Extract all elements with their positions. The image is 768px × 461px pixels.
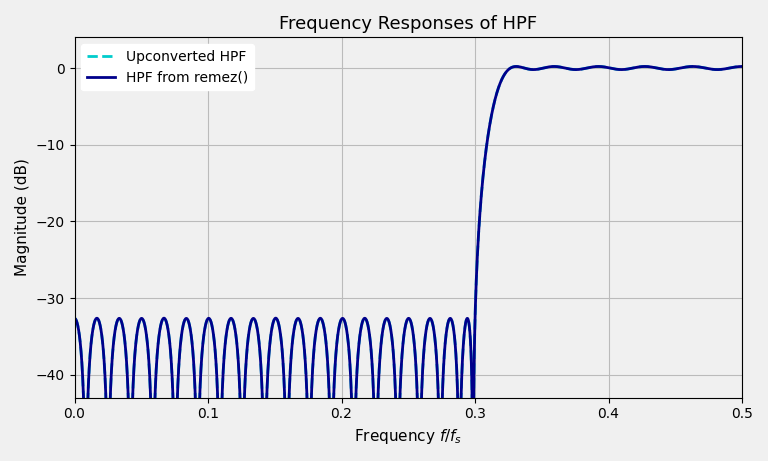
HPF from remez()	[425, 316, 434, 321]
Upconverted HPF	[343, 328, 352, 334]
Legend: Upconverted HPF, HPF from remez(): Upconverted HPF, HPF from remez()	[81, 44, 253, 90]
Upconverted HPF	[552, 64, 561, 69]
Upconverted HPF	[70, 316, 79, 321]
Upconverted HPF	[737, 64, 746, 69]
Upconverted HPF	[641, 64, 650, 69]
Y-axis label: Magnitude (dB): Magnitude (dB)	[15, 159, 30, 277]
X-axis label: Frequency $f/f_s$: Frequency $f/f_s$	[354, 427, 462, 446]
Line: HPF from remez(): HPF from remez()	[74, 66, 742, 461]
Upconverted HPF	[348, 430, 357, 436]
Upconverted HPF	[425, 316, 434, 321]
HPF from remez()	[641, 64, 650, 69]
Upconverted HPF	[270, 316, 280, 321]
HPF from remez()	[70, 316, 79, 321]
Line: Upconverted HPF: Upconverted HPF	[74, 66, 742, 461]
HPF from remez()	[348, 430, 357, 436]
HPF from remez()	[552, 64, 561, 69]
HPF from remez()	[343, 328, 352, 334]
Title: Frequency Responses of HPF: Frequency Responses of HPF	[280, 15, 538, 33]
HPF from remez()	[511, 64, 521, 69]
HPF from remez()	[737, 64, 746, 69]
Upconverted HPF	[511, 64, 521, 69]
HPF from remez()	[270, 316, 280, 321]
